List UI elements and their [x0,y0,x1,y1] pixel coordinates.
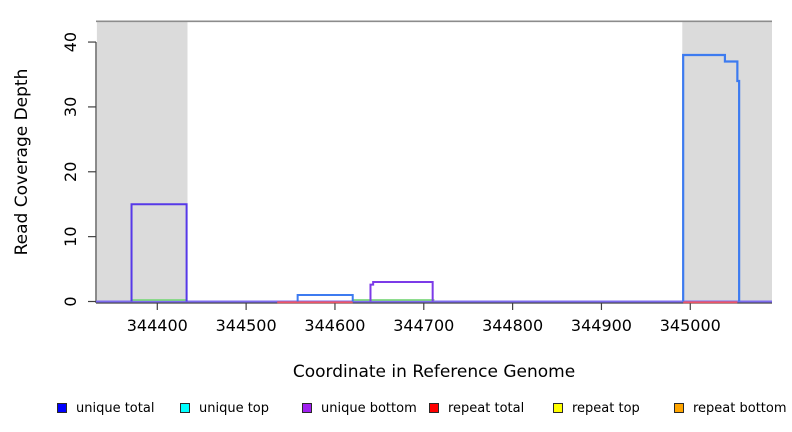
plot-layer: 344400 344500 344600 344700 344800 344900 3450… [61,20,772,335]
legend-label: unique top [199,400,270,416]
series-unique-bottom-box-344675 [369,281,434,302]
legend-swatch [553,403,563,413]
x-tick-label: 344500 [216,316,277,335]
legend-label: unique total [76,400,155,416]
y-tick-label: 10 [61,226,80,246]
legend-swatch [57,403,67,413]
legend-label: repeat top [572,400,640,416]
legend-swatch [302,403,312,413]
x-tick-label: 344700 [393,316,454,335]
legend-label: unique bottom [321,400,417,416]
y-tick-label: 0 [61,296,80,306]
legend-swatch [429,403,439,413]
x-tick-label: 344600 [304,316,365,335]
legend-item-repeat-total: repeat total [429,396,524,420]
x-tick-label: 345000 [660,316,721,335]
series-unique-box-344400-h15 [130,203,188,302]
legend-swatch [674,403,684,413]
legend-item-unique-total: unique total [57,396,154,420]
shaded-region-left [96,21,188,303]
legend-item-unique-bottom: unique bottom [302,396,417,420]
x-tick-label: 344400 [127,316,188,335]
x-tick-label: 344900 [571,316,632,335]
legend-item-repeat-bottom: repeat bottom [674,396,787,420]
y-axis-title: Read Coverage Depth [12,69,32,256]
legend-swatch [180,403,190,413]
legend-label: repeat bottom [693,400,787,416]
shaded-region-right [682,21,772,303]
legend: unique total unique top unique bottom repea… [0,396,792,424]
y-tick-label: 40 [61,32,80,52]
y-tick-label: 30 [61,97,80,117]
x-axis-title: Coordinate in Reference Genome [293,362,575,382]
series-unique-total-box-345040 [682,53,741,302]
legend-label: repeat total [448,400,525,416]
y-tick-label: 20 [61,162,80,182]
legend-item-repeat-top: repeat top [553,396,640,420]
x-tick-label: 344800 [482,316,543,335]
legend-item-unique-top: unique top [180,396,269,420]
series-unique-total-box-344590 [296,294,354,302]
